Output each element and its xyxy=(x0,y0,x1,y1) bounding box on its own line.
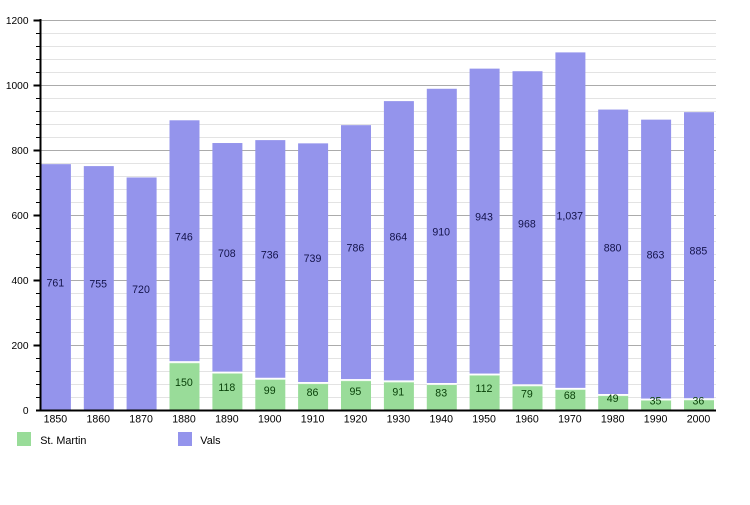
svg-text:118: 118 xyxy=(218,382,235,394)
svg-text:1940: 1940 xyxy=(430,413,454,425)
svg-text:761: 761 xyxy=(46,278,64,290)
svg-text:1900: 1900 xyxy=(258,413,282,425)
svg-text:600: 600 xyxy=(12,211,29,222)
svg-text:1910: 1910 xyxy=(301,413,325,425)
svg-text:1200: 1200 xyxy=(6,16,29,27)
svg-text:1890: 1890 xyxy=(215,413,239,425)
svg-text:1,037: 1,037 xyxy=(557,211,584,223)
svg-text:720: 720 xyxy=(132,284,150,296)
svg-text:91: 91 xyxy=(392,386,404,398)
svg-text:755: 755 xyxy=(89,279,107,291)
svg-text:943: 943 xyxy=(475,212,493,224)
svg-text:150: 150 xyxy=(175,377,193,389)
svg-text:1870: 1870 xyxy=(129,413,153,425)
svg-text:863: 863 xyxy=(647,250,665,262)
svg-text:0: 0 xyxy=(23,406,29,417)
svg-text:800: 800 xyxy=(12,146,29,157)
svg-text:83: 83 xyxy=(435,388,447,400)
svg-text:68: 68 xyxy=(564,390,576,402)
svg-text:1960: 1960 xyxy=(515,413,539,425)
svg-text:736: 736 xyxy=(261,250,279,262)
svg-text:786: 786 xyxy=(347,243,365,255)
svg-text:79: 79 xyxy=(521,388,533,400)
svg-text:746: 746 xyxy=(175,231,193,243)
svg-text:1880: 1880 xyxy=(172,413,196,425)
svg-text:708: 708 xyxy=(218,248,236,260)
svg-text:1980: 1980 xyxy=(601,413,625,425)
svg-text:910: 910 xyxy=(432,226,450,238)
svg-text:36: 36 xyxy=(693,395,705,407)
svg-text:Vals: Vals xyxy=(200,435,221,447)
svg-text:968: 968 xyxy=(518,218,536,230)
svg-text:1000: 1000 xyxy=(6,81,29,92)
svg-text:400: 400 xyxy=(12,276,29,287)
svg-text:200: 200 xyxy=(12,341,29,352)
svg-text:1930: 1930 xyxy=(387,413,411,425)
svg-text:739: 739 xyxy=(304,253,322,265)
svg-text:86: 86 xyxy=(307,387,319,399)
svg-text:1950: 1950 xyxy=(472,413,496,425)
svg-text:1850: 1850 xyxy=(44,413,68,425)
svg-text:1990: 1990 xyxy=(644,413,668,425)
svg-text:885: 885 xyxy=(690,246,708,258)
svg-text:1970: 1970 xyxy=(558,413,582,425)
svg-text:St. Martin: St. Martin xyxy=(40,435,86,447)
svg-text:1860: 1860 xyxy=(87,413,111,425)
svg-text:2000: 2000 xyxy=(687,413,711,425)
svg-text:864: 864 xyxy=(389,231,407,243)
svg-text:95: 95 xyxy=(350,386,362,398)
svg-text:35: 35 xyxy=(650,396,662,408)
svg-text:112: 112 xyxy=(476,383,493,395)
svg-text:880: 880 xyxy=(604,242,622,254)
svg-text:1920: 1920 xyxy=(344,413,368,425)
svg-text:99: 99 xyxy=(264,385,276,397)
svg-text:49: 49 xyxy=(607,393,619,405)
